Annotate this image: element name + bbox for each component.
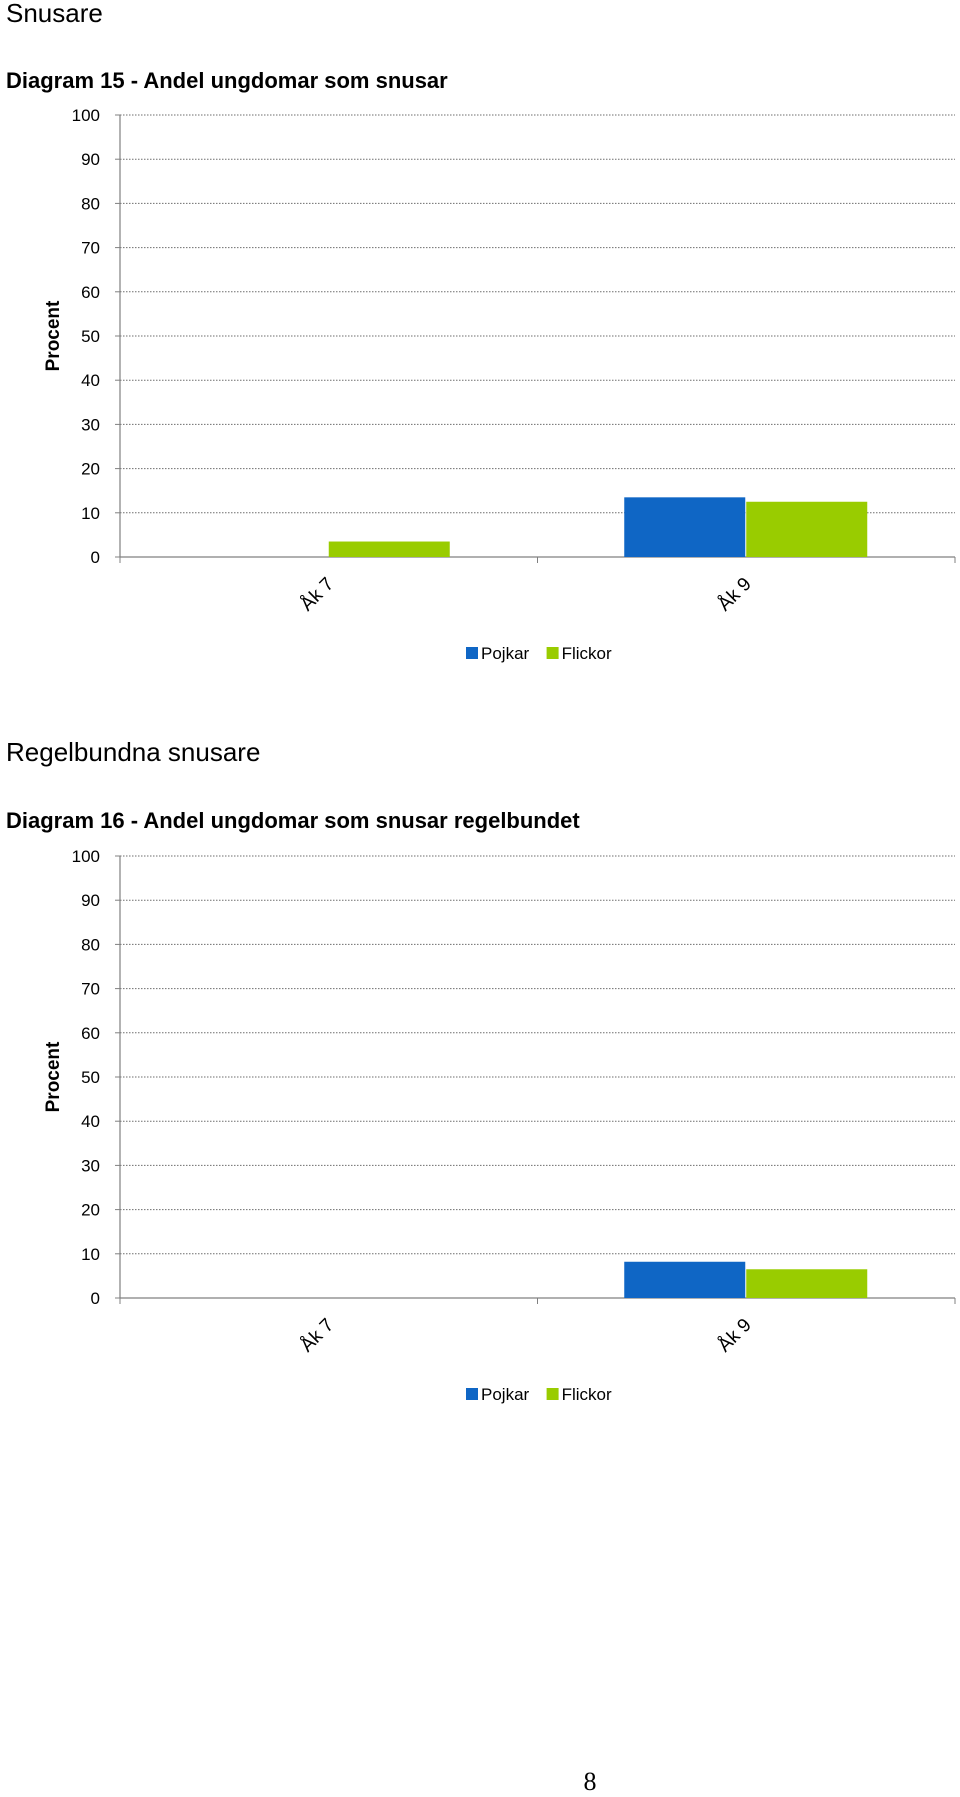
legend-swatch-pojkar — [466, 1388, 478, 1400]
bar-flickor — [746, 501, 868, 557]
legend-swatch-flickor — [546, 1388, 559, 1400]
y-tick-label: 0 — [91, 548, 100, 567]
y-tick-label: 80 — [81, 935, 100, 954]
y-tick-label: 60 — [81, 1024, 100, 1043]
y-tick-label: 10 — [81, 504, 100, 523]
bar-pojkar — [624, 497, 746, 557]
y-tick-label: 60 — [81, 283, 100, 302]
x-tick-label: Åk 7 — [297, 1315, 339, 1357]
bar-pojkar — [624, 1261, 746, 1298]
y-tick-label: 40 — [81, 371, 100, 390]
page-number: 8 — [583, 1767, 597, 1796]
legend-swatch-pojkar — [466, 647, 478, 659]
y-tick-label: 50 — [81, 1068, 100, 1087]
x-tick-label: Åk 7 — [297, 574, 339, 616]
y-tick-label: 40 — [81, 1112, 100, 1131]
x-tick-label: Åk 9 — [714, 1315, 756, 1357]
chart-diagram-16: 0 10 20 30 40 50 60 70 80 90 100 Procent Åk 7 Åk 9 Poj… — [43, 847, 956, 1404]
diagram-15-title: Diagram 15 - Andel ungdomar som snusar — [6, 68, 448, 93]
y-tick-label: 90 — [81, 891, 100, 910]
diagram-16-title: Diagram 16 - Andel ungdomar som snusar r… — [6, 808, 580, 833]
y-tick-label: 20 — [81, 460, 100, 479]
y-tick-label: 80 — [81, 194, 100, 213]
y-axis-label: Procent — [43, 1041, 64, 1112]
y-tick-label: 70 — [81, 980, 100, 999]
y-tick-label: 10 — [81, 1245, 100, 1264]
section-heading-regelbundna: Regelbundna snusare — [6, 737, 261, 767]
section-heading-snusare: Snusare — [6, 0, 103, 28]
y-tick-label: 90 — [81, 150, 100, 169]
legend-label-pojkar: Pojkar — [481, 1385, 530, 1404]
chart-diagram-15: 0 10 20 30 40 50 60 70 80 90 100 Procent Åk 7 Åk 9 Poj… — [43, 106, 956, 663]
y-tick-label: 50 — [81, 327, 100, 346]
y-tick-label: 30 — [81, 415, 100, 434]
legend-label-flickor: Flickor — [562, 644, 612, 663]
y-tick-label: 100 — [72, 847, 100, 866]
y-axis-label: Procent — [43, 300, 64, 371]
bar-flickor — [328, 541, 450, 557]
y-tick-label: 70 — [81, 239, 100, 258]
y-tick-label: 0 — [91, 1289, 100, 1308]
legend-swatch-flickor — [546, 647, 559, 659]
y-tick-label: 100 — [72, 106, 100, 125]
y-tick-label: 30 — [81, 1156, 100, 1175]
legend-label-flickor: Flickor — [562, 1385, 612, 1404]
legend-label-pojkar: Pojkar — [481, 644, 530, 663]
bar-flickor — [746, 1269, 868, 1298]
y-tick-label: 20 — [81, 1201, 100, 1220]
x-tick-label: Åk 9 — [714, 574, 756, 616]
